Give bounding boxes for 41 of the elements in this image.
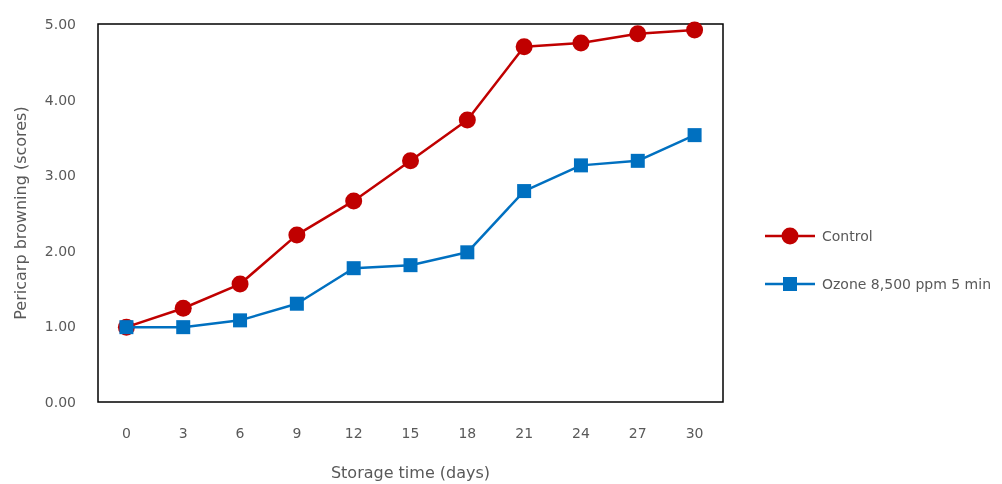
point bbox=[515, 38, 533, 56]
point bbox=[573, 158, 588, 173]
point bbox=[402, 152, 419, 170]
y-tick-label: 0.00 bbox=[44, 393, 76, 410]
point bbox=[176, 320, 191, 335]
point bbox=[460, 245, 475, 260]
x-tick-label: 3 bbox=[178, 425, 188, 441]
point bbox=[288, 226, 306, 244]
point bbox=[458, 111, 476, 129]
x-axis-title: Storage time (days) bbox=[330, 463, 491, 482]
point bbox=[346, 261, 361, 276]
x-tick-label: 0 bbox=[121, 425, 131, 441]
x-tick-label: 6 bbox=[235, 425, 245, 441]
x-tick-label: 30 bbox=[685, 425, 704, 441]
legend-label: Control bbox=[822, 227, 873, 244]
point bbox=[517, 184, 532, 199]
x-tick-label: 18 bbox=[458, 425, 477, 441]
x-tick-label: 24 bbox=[572, 425, 590, 441]
point bbox=[629, 25, 647, 43]
point bbox=[233, 313, 248, 328]
point bbox=[174, 299, 192, 317]
x-tick-label: 27 bbox=[628, 425, 647, 441]
x-tick-label: 15 bbox=[401, 425, 420, 441]
point bbox=[630, 153, 645, 168]
legend-label: Ozone 8,500 ppm 5 min bbox=[822, 275, 992, 292]
point bbox=[345, 192, 363, 210]
y-tick-label: 5.00 bbox=[44, 15, 76, 32]
point bbox=[231, 275, 249, 293]
y-tick-label: 1.00 bbox=[44, 318, 76, 335]
point bbox=[289, 296, 304, 311]
y-tick-label: 3.00 bbox=[44, 167, 76, 184]
y-axis-title: Pericarp browning (scores) bbox=[11, 106, 30, 320]
y-tick-label: 2.00 bbox=[44, 242, 76, 259]
x-tick-label: 12 bbox=[344, 425, 363, 441]
point bbox=[403, 258, 418, 273]
point bbox=[572, 34, 590, 52]
point bbox=[686, 21, 704, 39]
y-tick-label: 4.00 bbox=[44, 91, 76, 108]
x-tick-label: 9 bbox=[292, 425, 302, 441]
point bbox=[687, 128, 702, 143]
x-tick-label: 21 bbox=[515, 425, 534, 441]
